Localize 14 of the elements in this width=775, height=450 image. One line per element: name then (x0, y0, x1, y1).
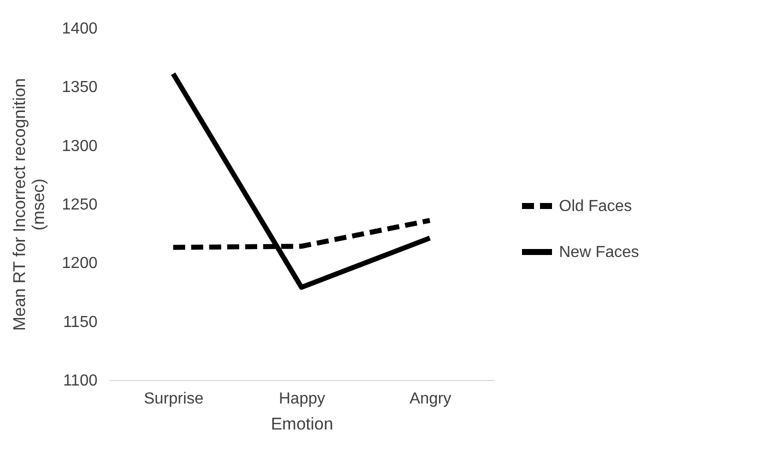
legend-label: Old Faces (559, 198, 632, 215)
y-axis-title: Mean RT for Incorrect recognition (msec) (10, 78, 48, 331)
x-tick-label: Happy (278, 390, 326, 408)
x-tick-label: Angry (409, 390, 452, 408)
y-tick-label: 1200 (62, 255, 98, 272)
y-tick-label: 1400 (62, 20, 98, 38)
x-axis-title: Emotion (270, 414, 334, 434)
y-tick-label: 1350 (62, 79, 98, 96)
y-tick-label: 1300 (62, 138, 98, 155)
y-tick-label: 1250 (62, 196, 98, 214)
x-tick-label: Surprise (144, 390, 204, 408)
y-tick-label: 1100 (63, 372, 98, 390)
legend-label: New Faces (559, 244, 640, 261)
y-tick-label: 1150 (63, 314, 98, 331)
